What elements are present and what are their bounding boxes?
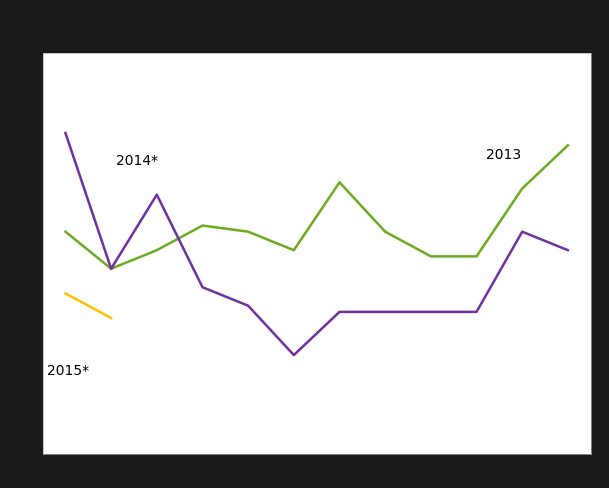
Text: 2015*: 2015*	[48, 363, 90, 377]
Text: 2013: 2013	[485, 147, 521, 162]
Text: 2014*: 2014*	[116, 154, 158, 167]
